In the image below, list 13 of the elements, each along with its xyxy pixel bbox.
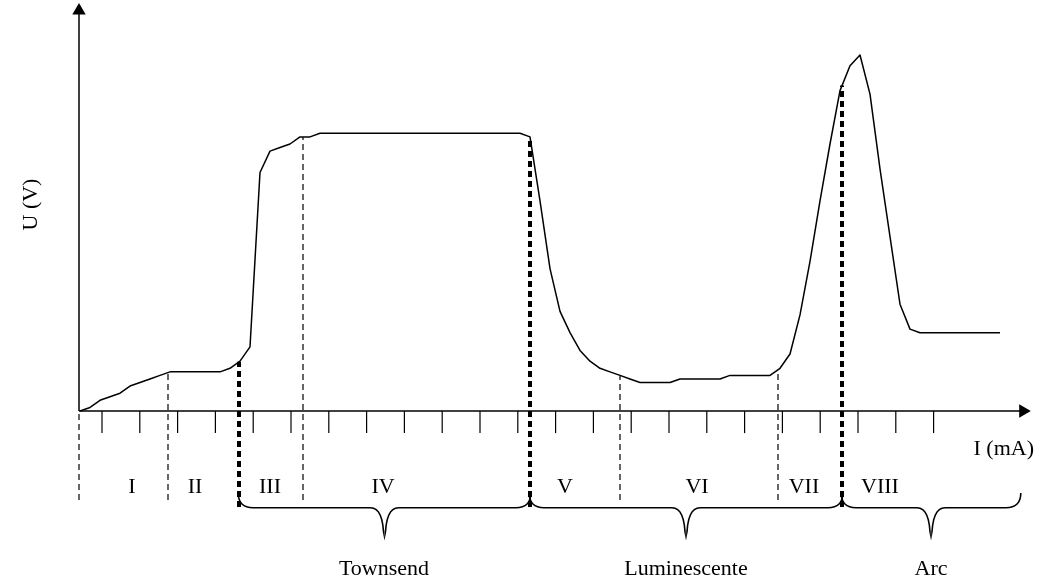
text: Arc [914, 554, 948, 580]
text: VII [788, 472, 820, 498]
text: Townsend [338, 554, 430, 580]
text: VI [685, 472, 709, 498]
y-axis-title: U (V) [17, 178, 42, 231]
text: IV [371, 472, 395, 498]
text: II [187, 472, 203, 498]
x-axis-title: I (mA) [973, 435, 1034, 461]
text: V [557, 472, 574, 498]
text: Luminescente [624, 554, 748, 580]
text: I [128, 472, 136, 498]
text: VIII [861, 472, 899, 498]
text: III [259, 472, 281, 498]
